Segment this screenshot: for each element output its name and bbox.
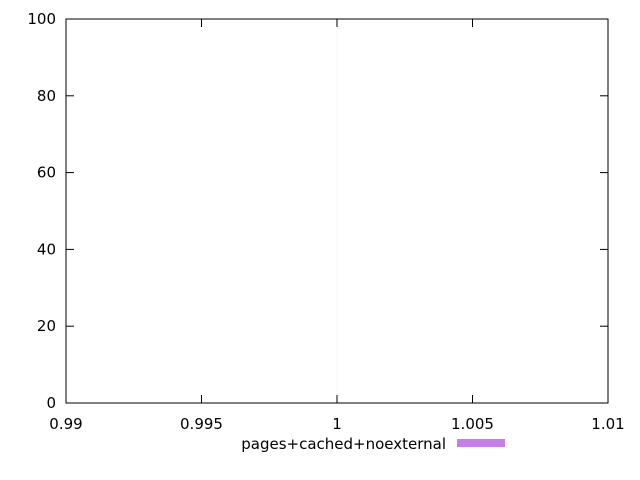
x-tick-label: 1	[332, 415, 342, 433]
y-tick-label: 100	[27, 10, 56, 28]
plot-frame	[65, 18, 609, 404]
y-tick-label: 80	[37, 87, 56, 105]
plot-area: 0.99 0.995 1 1.005 1.01 0 20 40 60 80 100	[27, 10, 624, 433]
x-axis-ticks: 0.99 0.995 1 1.005 1.01	[49, 19, 625, 433]
x-tick-label: 0.995	[180, 415, 223, 433]
x-tick-label: 1.01	[591, 415, 624, 433]
x-tick-label: 0.99	[49, 415, 82, 433]
legend-swatch-pages-cached-noexternal	[457, 439, 505, 447]
legend: pages+cached+noexternal	[241, 435, 505, 453]
y-tick-label: 60	[37, 164, 56, 182]
y-tick-label: 0	[46, 394, 56, 412]
y-tick-label: 40	[37, 240, 56, 258]
y-tick-label: 20	[37, 317, 56, 335]
legend-label-pages-cached-noexternal: pages+cached+noexternal	[241, 435, 446, 453]
y-axis-ticks: 0 20 40 60 80 100	[27, 10, 608, 412]
x-tick-label: 1.005	[451, 415, 494, 433]
